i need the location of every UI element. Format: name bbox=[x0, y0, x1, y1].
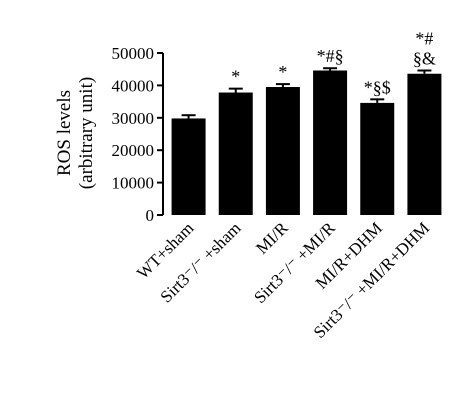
significance-label: * bbox=[278, 62, 287, 82]
y-tick-label: 0 bbox=[146, 206, 155, 225]
x-tick-label: MI/R bbox=[252, 218, 292, 258]
bar bbox=[407, 73, 442, 216]
y-tick-label: 20000 bbox=[112, 141, 155, 160]
significance-label: *#§ bbox=[317, 46, 344, 66]
y-tick-label: 10000 bbox=[112, 174, 155, 193]
y-label-line: (arbitrary unit) bbox=[76, 77, 97, 189]
x-tick-label: Sirt3⁻/⁻ +MI/R bbox=[250, 218, 339, 307]
bar bbox=[171, 118, 206, 215]
y-tick-label: 30000 bbox=[112, 109, 155, 128]
y-tick-label: 50000 bbox=[112, 44, 155, 63]
significance-label: *# bbox=[415, 28, 433, 48]
bar bbox=[313, 70, 348, 215]
significance-label: *§$ bbox=[364, 77, 391, 97]
y-label-line: ROS levels bbox=[54, 90, 75, 176]
bar bbox=[265, 87, 300, 215]
y-tick-label: 40000 bbox=[112, 76, 155, 95]
bar bbox=[218, 92, 253, 215]
y-axis-label: ROS levels (arbitrary unit) bbox=[54, 77, 97, 189]
bar bbox=[360, 102, 395, 215]
significance-label: §& bbox=[413, 48, 436, 68]
significance-label: * bbox=[231, 67, 240, 87]
